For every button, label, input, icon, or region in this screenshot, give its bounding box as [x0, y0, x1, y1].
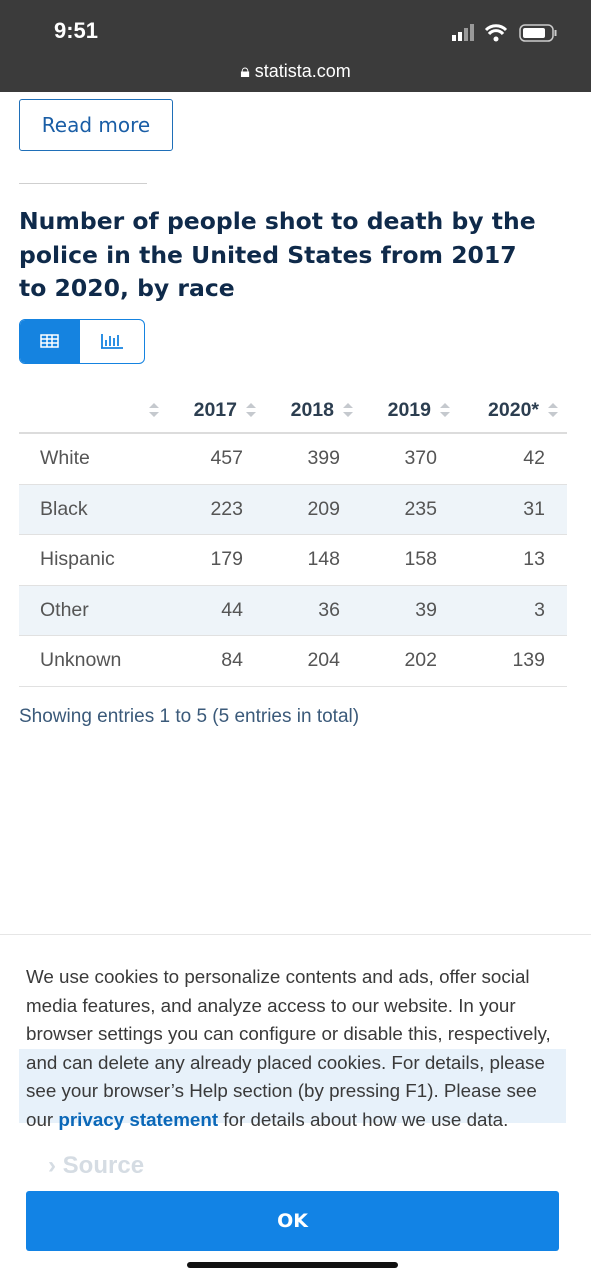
cell-value: 44 — [221, 598, 243, 621]
view-toggle — [19, 319, 145, 364]
entries-info: Showing entries 1 to 5 (5 entries in tot… — [19, 706, 360, 727]
cell-value: 158 — [404, 548, 437, 570]
table-row: Hispanic 179 148 158 13 — [19, 535, 567, 586]
row-label: Hispanic — [40, 548, 115, 570]
cell-value: 223 — [210, 497, 243, 520]
cell-value: 370 — [404, 447, 437, 469]
cookie-text-after: for details about how we use data. — [218, 1108, 509, 1130]
table-row: Black 223 209 235 31 — [19, 484, 567, 535]
background-panel — [19, 1049, 566, 1123]
cell-value: 36 — [318, 598, 340, 621]
row-label: Other — [40, 598, 89, 621]
cell-value: 13 — [523, 548, 545, 570]
column-header[interactable]: 2020* — [488, 399, 539, 421]
sort-icon[interactable] — [245, 402, 257, 418]
source-link: › Source — [48, 1152, 145, 1179]
sort-icon[interactable] — [439, 402, 451, 418]
cell-value: 399 — [307, 447, 340, 469]
toggle-icons[interactable] — [20, 320, 144, 363]
status-bar: 9:51 🔒︎ statista.com — [0, 0, 591, 92]
ok-button[interactable]: OK — [26, 1191, 559, 1251]
source-text: Source — [62, 1152, 145, 1179]
cell-value: 179 — [210, 548, 243, 570]
cell-value: 457 — [210, 447, 243, 469]
sort-icon[interactable] — [148, 402, 160, 418]
table-row: White 457 399 370 42 — [19, 434, 567, 485]
time: 9:51 — [54, 18, 99, 43]
cell-value: 42 — [523, 447, 545, 469]
lock-icon: 🔒︎ — [240, 61, 255, 81]
table-row: Other 44 36 39 3 — [19, 585, 567, 636]
row-label: White — [40, 447, 90, 469]
cell-value: 31 — [523, 497, 545, 520]
url-text: statista.com — [254, 61, 351, 81]
header-row: 2017 2018 2019 2020* — [19, 388, 567, 434]
cookie-border — [0, 934, 591, 935]
row-label: Black — [40, 497, 88, 520]
row-label: Unknown — [40, 649, 122, 671]
cookie-text-before: We use cookies to personalize contents a… — [26, 966, 551, 1130]
sort-icon[interactable] — [342, 402, 354, 418]
cell-value: 139 — [512, 649, 545, 671]
column-header[interactable]: 2018 — [290, 399, 334, 421]
privacy-link[interactable]: privacy statement — [58, 1108, 219, 1130]
status-icons — [452, 24, 557, 42]
cell-value: 3 — [534, 598, 545, 621]
cell-value: 202 — [404, 649, 437, 671]
cell-value: 148 — [307, 548, 340, 570]
home-indicator — [187, 1262, 398, 1268]
cell-value: 209 — [307, 497, 340, 520]
divider — [19, 183, 147, 184]
column-header[interactable]: 2019 — [387, 399, 431, 421]
sort-icon[interactable] — [547, 402, 559, 418]
table-row: Unknown 84 204 202 139 — [19, 636, 567, 687]
data-table: 2017 2018 2019 2020* White 457 399 370 42 Black 22… — [19, 388, 567, 687]
cell-value: 39 — [415, 598, 437, 621]
read-more-button[interactable]: Read more — [19, 99, 173, 151]
column-header[interactable]: 2017 — [193, 399, 237, 421]
cell-value: 84 — [221, 649, 243, 671]
cell-value: 204 — [307, 649, 340, 671]
url[interactable]: 🔒︎ statista.com — [0, 61, 591, 82]
cell-value: 235 — [404, 497, 437, 520]
cookie-text: We use cookies to personalize contents a… — [26, 963, 566, 1135]
title: Number of people shot to death by the po… — [19, 207, 536, 302]
